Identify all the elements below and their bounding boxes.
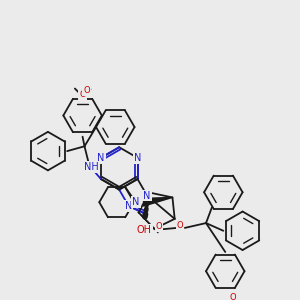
Text: N: N [125, 201, 132, 211]
Text: O: O [230, 293, 236, 300]
Text: O: O [79, 90, 86, 99]
Text: O: O [156, 222, 163, 231]
Text: OH: OH [137, 225, 152, 235]
Text: N: N [132, 197, 140, 207]
Text: O: O [177, 221, 183, 230]
Text: N: N [97, 153, 105, 163]
Text: N: N [134, 153, 141, 163]
Text: NH: NH [84, 163, 99, 172]
Polygon shape [144, 197, 172, 206]
Text: N: N [143, 190, 151, 200]
Text: O: O [83, 86, 90, 95]
